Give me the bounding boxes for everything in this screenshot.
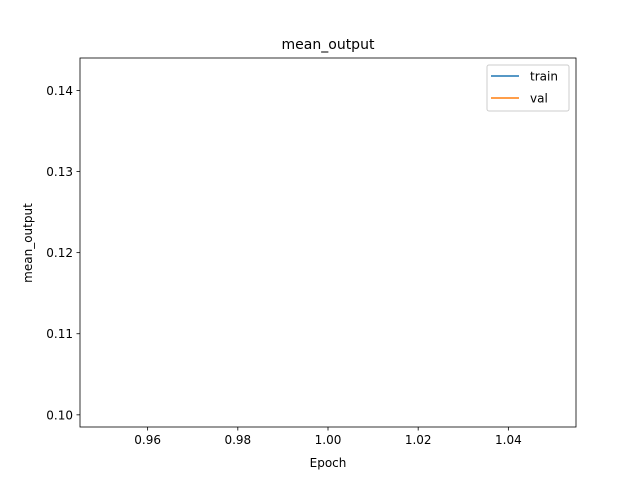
x-tick-label: 0.98 bbox=[224, 433, 251, 447]
x-tick-label: 1.02 bbox=[405, 433, 432, 447]
y-tick-label: 0.10 bbox=[46, 408, 73, 422]
legend: train val bbox=[486, 64, 570, 112]
y-tick-label: 0.12 bbox=[46, 246, 73, 260]
x-axis-label: Epoch bbox=[310, 456, 347, 470]
y-tick-label: 0.11 bbox=[46, 327, 73, 341]
chart-title: mean_output bbox=[282, 37, 375, 53]
y-axis-ticks: 0.10 0.11 0.12 0.13 0.14 bbox=[46, 84, 80, 422]
y-tick-label: 0.14 bbox=[46, 84, 73, 98]
plot-area bbox=[79, 57, 577, 428]
legend-label-val: val bbox=[530, 92, 548, 106]
x-tick-label: 1.04 bbox=[495, 433, 522, 447]
y-tick-label: 0.13 bbox=[46, 165, 73, 179]
y-axis-label: mean_output bbox=[21, 203, 35, 283]
x-tick-label: 1.00 bbox=[315, 433, 342, 447]
x-tick-label: 0.96 bbox=[134, 433, 161, 447]
legend-label-train: train bbox=[530, 70, 558, 84]
x-axis-ticks: 0.96 0.98 1.00 1.02 1.04 bbox=[134, 427, 522, 447]
